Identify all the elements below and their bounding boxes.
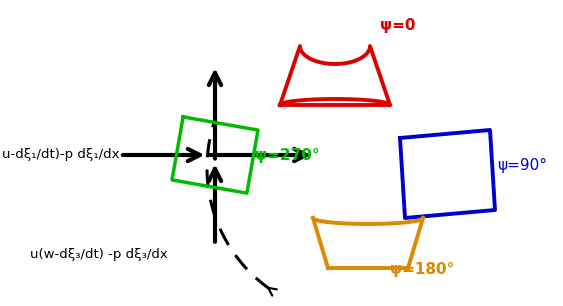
Text: ψ=90°: ψ=90° [497, 158, 547, 173]
Text: ψ=180°: ψ=180° [390, 262, 454, 277]
Text: u(w-dξ₃/dt) -p dξ₃/dx: u(w-dξ₃/dt) -p dξ₃/dx [30, 248, 168, 261]
Text: u-dξ₁/dt)-p dξ₁/dx: u-dξ₁/dt)-p dξ₁/dx [2, 148, 119, 161]
Text: ψ=0: ψ=0 [380, 18, 415, 33]
Text: ψ=270°: ψ=270° [255, 148, 320, 163]
